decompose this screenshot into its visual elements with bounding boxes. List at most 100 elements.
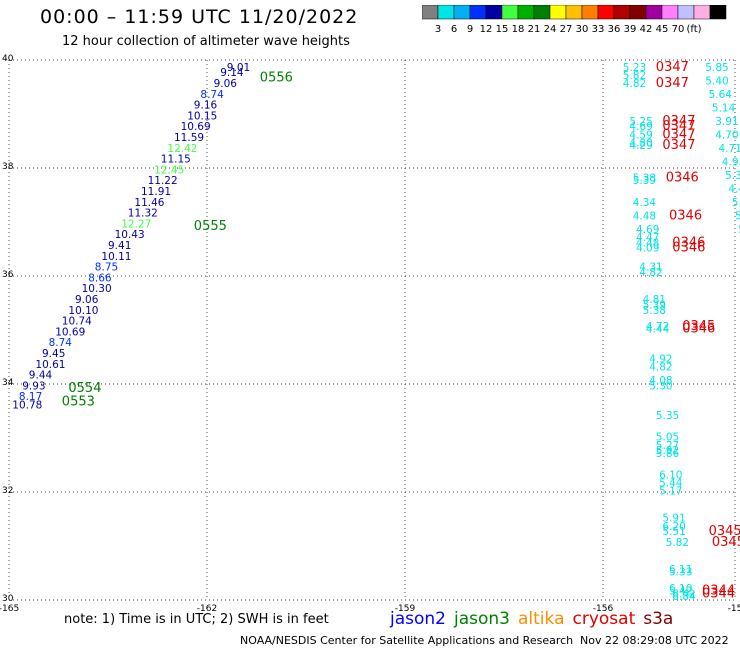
pass-time-label: 0347 <box>662 138 695 153</box>
wave-height-label: 12.45 <box>154 164 184 176</box>
wave-height-label: 11.59 <box>174 132 204 144</box>
wave-height-label: 5.38 <box>643 305 666 317</box>
wave-height-label: 4.82 <box>623 78 646 90</box>
wave-height-label: 10.15 <box>187 110 217 122</box>
color-scale-label: 24 <box>544 24 557 35</box>
color-scale-label: 18 <box>512 24 525 35</box>
wave-height-label: 4.49 <box>728 183 740 195</box>
wave-height-label: 4.44 <box>646 324 670 336</box>
legend-item-jason2: jason2 <box>390 609 446 629</box>
wave-height-label: 4.29 <box>629 140 652 152</box>
pass-time-label: 0346 <box>672 235 705 250</box>
wave-height-label: 5.25 <box>629 116 652 128</box>
wave-height-label: 9.06 <box>75 294 99 306</box>
wave-height-label: 9.06 <box>214 78 238 90</box>
wave-height-label: 9.93 <box>22 380 45 392</box>
wave-height-label: 5.27 <box>656 440 679 452</box>
wave-height-label: 4.71 <box>719 143 740 155</box>
wave-height-label: 10.78 <box>12 399 42 411</box>
wave-height-label: 9.16 <box>194 100 218 112</box>
wave-height-label: 10.43 <box>115 229 145 241</box>
y-tick-label: 38 <box>2 162 14 172</box>
wave-height-label: 5.42 <box>669 586 692 598</box>
wave-height-label: 4.69 <box>636 224 659 236</box>
wave-height-label: 6.42 <box>672 588 695 600</box>
wave-height-label: 5.40 <box>705 75 728 87</box>
wave-height-label: 5.86 <box>656 448 680 460</box>
note-text: note: 1) Time is in UTC; 2) SWH is in fe… <box>64 612 329 627</box>
color-scale-label: 39 <box>624 24 637 35</box>
wave-height-label: 5.39 <box>633 175 656 187</box>
wave-height-label: 6.10 <box>669 583 692 595</box>
wave-height-label: 6.84 <box>672 591 696 603</box>
pass-time-label: 0346 <box>669 208 702 223</box>
wave-height-label: 8.74 <box>200 89 224 101</box>
wave-height-label: 11.32 <box>128 208 158 220</box>
color-scale-bar: 3 6 9 12 15 18 21 24 27 30 33 36 39 42 45 70 (ft) <box>422 5 727 35</box>
wave-height-label: 5.97 <box>738 224 740 236</box>
wave-height-label: 5.33 <box>669 567 692 579</box>
wave-height-label: 5.14 <box>712 102 736 114</box>
page-subtitle: 12 hour collection of altimeter wave hei… <box>62 34 350 49</box>
wave-height-label: 10.30 <box>82 283 112 295</box>
wave-height-label: 5.44 <box>659 478 683 490</box>
color-scale-label: 45 <box>656 24 669 35</box>
wave-height-label: 5.49 <box>732 197 740 209</box>
pass-time-label: 0347 <box>662 119 695 134</box>
wave-height-label: 4.82 <box>639 267 662 279</box>
wave-height-label: 4.09 <box>636 243 659 255</box>
wave-height-label: 11.91 <box>141 186 171 198</box>
wave-height-label: 10.74 <box>62 316 92 328</box>
wave-height-label: 8.75 <box>95 262 118 274</box>
wave-height-label: 4.92 <box>649 353 672 365</box>
pass-time-label: 0556 <box>260 71 293 86</box>
pass-time-label: 0554 <box>68 381 101 396</box>
wave-height-label: 10.69 <box>55 326 85 338</box>
color-scale-label: 6 <box>451 24 457 35</box>
color-scale-label: 15 <box>496 24 509 35</box>
y-tick-label: 30 <box>2 594 14 604</box>
wave-height-label: 5.85 <box>705 62 728 74</box>
color-scale-label: 3 <box>435 24 441 35</box>
wave-height-label: 5.17 <box>659 486 682 498</box>
y-tick-label: 32 <box>2 486 13 496</box>
wave-height-label: 4.48 <box>633 210 656 222</box>
pass-time-label: 0344 <box>702 586 735 601</box>
pass-time-label: 0345 <box>682 319 715 334</box>
wave-height-label: 10.69 <box>181 121 211 133</box>
wave-height-label: 10.10 <box>68 305 98 317</box>
legend-item-altika: altika <box>518 609 565 629</box>
wave-height-label: 4.80 <box>629 137 652 149</box>
x-tick-label: -156 <box>593 604 614 614</box>
satellite-legend: jason2 jason3 altika cryosat s3a <box>390 609 681 629</box>
wave-height-label: 4.82 <box>649 362 672 374</box>
wave-height-label: 4.47 <box>636 232 659 244</box>
color-scale-label: 30 <box>576 24 589 35</box>
wave-height-label: 5.92 <box>656 445 679 457</box>
legend-item-cryosat: cryosat <box>572 609 636 629</box>
pass-time-label: 0555 <box>194 219 227 234</box>
wave-height-label: 4.59 <box>629 129 652 141</box>
wave-height-label: 5.14 <box>735 210 740 222</box>
y-tick-label: 36 <box>2 270 14 280</box>
wave-height-label: 9.45 <box>42 348 65 360</box>
y-tick-label: 40 <box>2 54 14 64</box>
wave-height-label: 5.23 <box>623 62 646 74</box>
wave-height-label: 4.72 <box>646 321 669 333</box>
wave-height-label: 11.22 <box>148 175 178 187</box>
pass-time-label: 0346 <box>666 171 699 186</box>
wave-height-label: 4.48 <box>636 237 659 249</box>
color-scale-label: 12 <box>480 24 493 35</box>
wave-height-label: 8.17 <box>19 391 42 403</box>
pass-time-label: 0347 <box>656 60 689 75</box>
wave-height-label: 5.05 <box>656 432 679 444</box>
credit-text: NOAA/NESDIS Center for Satellite Applica… <box>240 634 574 647</box>
x-tick-label: -15 <box>728 604 740 614</box>
wave-height-label: 9.14 <box>220 67 244 79</box>
wave-height-label: 6.11 <box>669 564 692 576</box>
y-tick-label: 34 <box>2 378 14 388</box>
wave-height-label: 9.41 <box>108 240 131 252</box>
wave-height-label: 9.44 <box>29 370 53 382</box>
wave-height-label: 5.39 <box>643 299 666 311</box>
wave-height-label: 4.69 <box>629 121 652 133</box>
